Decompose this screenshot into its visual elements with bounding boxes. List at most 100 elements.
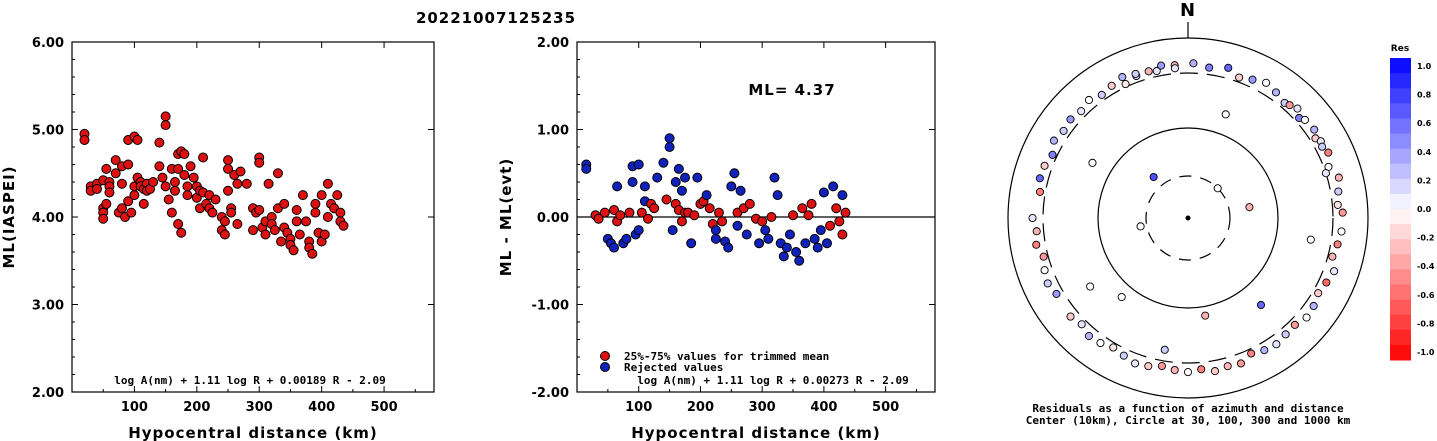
data-point	[763, 233, 774, 244]
data-point	[689, 210, 700, 221]
data-point	[821, 238, 832, 249]
data-point	[686, 238, 697, 249]
station-point	[1077, 320, 1086, 329]
data-point	[241, 178, 252, 189]
data-point	[741, 229, 752, 240]
station-point	[1032, 227, 1041, 236]
data-point	[717, 216, 728, 227]
colorbar-tick-label: -0.4	[1417, 262, 1435, 271]
data-point	[110, 168, 121, 179]
data-point	[636, 207, 647, 218]
colorbar-tick-label: -0.6	[1417, 291, 1435, 300]
y-tick-label: 2.00	[32, 386, 64, 401]
data-point	[744, 198, 755, 209]
y-tick-label: 6.00	[32, 36, 64, 51]
station-point	[1224, 63, 1233, 72]
data-point	[263, 178, 274, 189]
y-tick-label: -1.00	[532, 299, 569, 314]
data-point	[101, 163, 112, 174]
colorbar-tick-labels: 1.0 0.8 0.6 0.4 0.2 0.0 -0.2 -0.4 -0.6 -0.8 -1.0	[1417, 62, 1435, 357]
colorbar-cell	[1390, 239, 1411, 255]
station-point	[1310, 125, 1319, 134]
data-point	[307, 248, 318, 259]
data-point	[754, 238, 765, 249]
data-point	[185, 161, 196, 172]
data-point	[116, 203, 127, 214]
data-point	[335, 207, 346, 218]
colorbar-tick-label: -1.0	[1417, 348, 1435, 357]
data-point	[791, 247, 802, 257]
station-point	[1197, 365, 1206, 374]
data-point	[729, 168, 740, 179]
station-point	[1324, 148, 1333, 157]
station-point	[1210, 367, 1220, 376]
data-point	[664, 142, 675, 152]
data-point	[232, 178, 243, 189]
data-point	[837, 229, 848, 240]
data-point	[276, 236, 287, 247]
data-point	[723, 242, 734, 253]
data-point	[269, 225, 280, 236]
data-point	[160, 111, 171, 122]
station-point	[1043, 279, 1052, 288]
colorbar-cell	[1390, 284, 1411, 301]
x-tick-label: 100	[625, 400, 652, 415]
data-point	[815, 225, 826, 236]
data-point	[599, 207, 610, 218]
station-point	[1333, 200, 1342, 209]
station-point	[1330, 267, 1339, 276]
station-point	[1213, 184, 1222, 193]
colorbar-cell	[1390, 103, 1411, 119]
data-point	[676, 216, 687, 227]
data-point	[332, 190, 343, 201]
data-point	[831, 203, 842, 214]
station-point	[1285, 101, 1294, 110]
x-tick-label: 300	[246, 400, 273, 415]
data-point	[778, 251, 789, 262]
data-point	[797, 203, 808, 214]
station-point	[1096, 338, 1105, 348]
station-point	[1088, 158, 1097, 167]
y-tick-label: 2.00	[537, 36, 569, 51]
x-tick-label: 200	[183, 400, 210, 415]
data-point	[223, 163, 234, 174]
station-point	[1256, 300, 1266, 310]
data-point	[182, 190, 193, 201]
formula-text: log A(nm) + 1.11 log R + 0.00273 R - 2.0…	[637, 374, 909, 387]
data-point	[179, 149, 190, 159]
y-tick-label: 5.00	[32, 124, 64, 139]
station-point	[1290, 320, 1299, 329]
axis-ticks: 100 200 300 400 500 -2.00 -1.00 0.00 1.00 2.00	[532, 36, 935, 415]
data-point	[126, 207, 137, 218]
station-point	[1035, 174, 1044, 183]
data-point	[169, 185, 180, 196]
station-point	[1144, 67, 1153, 76]
data-point	[157, 172, 168, 183]
station-point	[1189, 59, 1198, 68]
station-point	[1223, 362, 1232, 371]
station-point	[1300, 115, 1309, 124]
data-point	[692, 172, 703, 183]
x-tick-label: 300	[749, 400, 776, 415]
data-point	[710, 225, 721, 236]
data-point	[676, 185, 687, 196]
data-point	[701, 190, 712, 201]
colorbar-tick-label: 0.2	[1417, 176, 1431, 185]
station-point	[1338, 208, 1347, 217]
y-axis-label: ML - ML(evt)	[497, 158, 515, 276]
data-point	[627, 177, 638, 187]
station-point	[1109, 343, 1118, 352]
data-point	[593, 213, 604, 224]
station-point	[1066, 312, 1075, 321]
station-point	[1318, 142, 1327, 151]
colorbar-cell	[1390, 329, 1411, 346]
colorbar-cell	[1390, 88, 1411, 104]
station-point	[1157, 61, 1166, 70]
colorbar-tick-label: 0.4	[1417, 148, 1432, 157]
station-point	[1028, 213, 1037, 223]
station-point	[1144, 362, 1153, 371]
station-point	[1328, 252, 1337, 261]
data-point	[288, 245, 299, 256]
data-point	[760, 225, 771, 236]
station-point	[1272, 340, 1281, 349]
